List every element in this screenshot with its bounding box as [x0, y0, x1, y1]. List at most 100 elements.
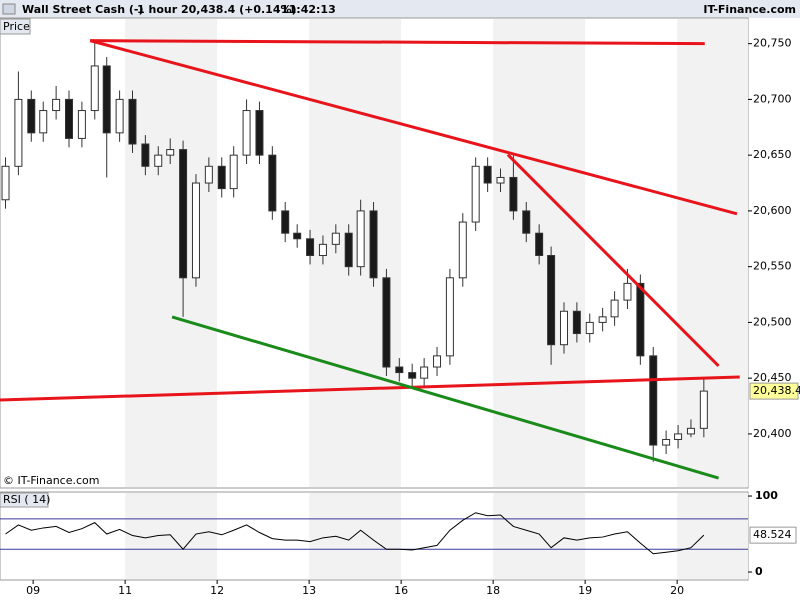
x-tick-label: 18: [486, 584, 500, 597]
candle-body: [255, 110, 264, 156]
trend-line: [0, 375, 740, 402]
candle-body: [636, 282, 645, 357]
day-shade: [309, 493, 402, 579]
x-tick-label: 19: [578, 584, 592, 597]
candle-body: [408, 372, 417, 379]
candle-body: [662, 438, 671, 446]
trend-line: [506, 153, 720, 367]
candle-body: [420, 366, 429, 379]
trend-line: [90, 39, 705, 46]
candle-body: [572, 310, 581, 335]
candle-body: [115, 98, 124, 134]
candle-body: [535, 232, 544, 257]
day-shade: [493, 493, 586, 579]
day-shade: [677, 493, 748, 579]
candle-body: [496, 176, 505, 184]
y-tick-label: 20,450: [753, 371, 792, 384]
candle-body: [331, 232, 340, 245]
candle-body: [598, 316, 607, 323]
candle-body: [458, 221, 467, 279]
candle-body: [382, 277, 391, 368]
candle-body: [52, 98, 61, 112]
watermark: © IT-Finance.com: [3, 474, 100, 487]
menu-icon: [2, 3, 16, 15]
candle-body: [559, 310, 568, 346]
time: 11:42:13: [281, 3, 336, 16]
candle-body: [610, 299, 619, 318]
rsi-last-box: [749, 526, 797, 544]
candle-body: [166, 149, 175, 156]
panel-label: Price: [3, 20, 30, 33]
trend-line: [89, 39, 738, 216]
candle-body: [141, 143, 150, 167]
candle-body: [179, 149, 188, 279]
candle-body: [77, 110, 86, 139]
y-tick-label: 20,750: [753, 37, 792, 50]
y-tick-label: 20,400: [753, 427, 792, 440]
last-price-box: [749, 382, 799, 400]
candle-body: [39, 110, 48, 134]
candle-body: [318, 243, 327, 257]
candle-body: [699, 390, 708, 429]
candle-body: [1, 165, 10, 201]
candle-body: [217, 165, 226, 190]
candle-body: [623, 282, 632, 301]
x-tick-label: 13: [302, 584, 316, 597]
candle-body: [281, 210, 290, 234]
y-tick-label: 20,500: [753, 315, 792, 328]
panel-label-bg: [0, 18, 31, 35]
candle-body: [204, 165, 213, 184]
candle-body: [90, 65, 99, 112]
x-tick-label: 09: [26, 584, 40, 597]
trend-line: [171, 315, 719, 480]
x-tick-label: 11: [118, 584, 132, 597]
interval: 1 hour: [137, 3, 178, 16]
candle-body: [395, 366, 404, 374]
candle-body: [154, 154, 163, 167]
instrument: Wall Street Cash (-): [22, 3, 143, 16]
candle-body: [674, 433, 683, 440]
candle-body: [522, 210, 531, 234]
brand: IT-Finance.com: [703, 3, 796, 16]
rsi-last-label: 48.524: [753, 528, 792, 541]
candle-body: [509, 176, 518, 212]
y-tick-label: 20,650: [753, 148, 792, 161]
y-tick-label: 0: [755, 565, 763, 578]
quote: 20,438.4 (+0.14%): [181, 3, 297, 16]
candle-body: [27, 98, 36, 134]
last-price-label: 20,438.4: [753, 384, 800, 397]
x-tick-label: 16: [394, 584, 408, 597]
y-tick-label: 20,600: [753, 204, 792, 217]
y-tick-label: 20,700: [753, 92, 792, 105]
x-tick-label: 20: [670, 584, 684, 597]
day-shade: [677, 19, 748, 487]
panel-label-bg: [0, 492, 49, 508]
candle-body: [356, 210, 365, 268]
candle-body: [686, 427, 695, 435]
candle-body: [229, 154, 238, 190]
day-shade: [125, 19, 218, 487]
candle-body: [65, 98, 74, 139]
candle-body: [483, 165, 492, 184]
candle-body: [433, 355, 442, 368]
candle-body: [14, 98, 23, 167]
candle-body: [268, 154, 277, 212]
candle-body: [102, 65, 111, 134]
candle-body: [128, 98, 137, 145]
candle-body: [293, 232, 302, 240]
candle-body: [369, 210, 378, 279]
y-tick-label: 20,550: [753, 260, 792, 273]
candle-body: [191, 182, 200, 279]
candle-body: [344, 232, 353, 268]
x-tick-label: 12: [210, 584, 224, 597]
y-tick-label: 100: [755, 489, 778, 502]
candle-body: [585, 321, 594, 335]
candle-body: [445, 277, 454, 357]
candle-body: [547, 255, 556, 346]
candle-body: [649, 355, 658, 446]
candle-body: [306, 238, 315, 257]
candle-body: [471, 165, 480, 223]
panel-label: RSI ( 14): [3, 493, 50, 506]
